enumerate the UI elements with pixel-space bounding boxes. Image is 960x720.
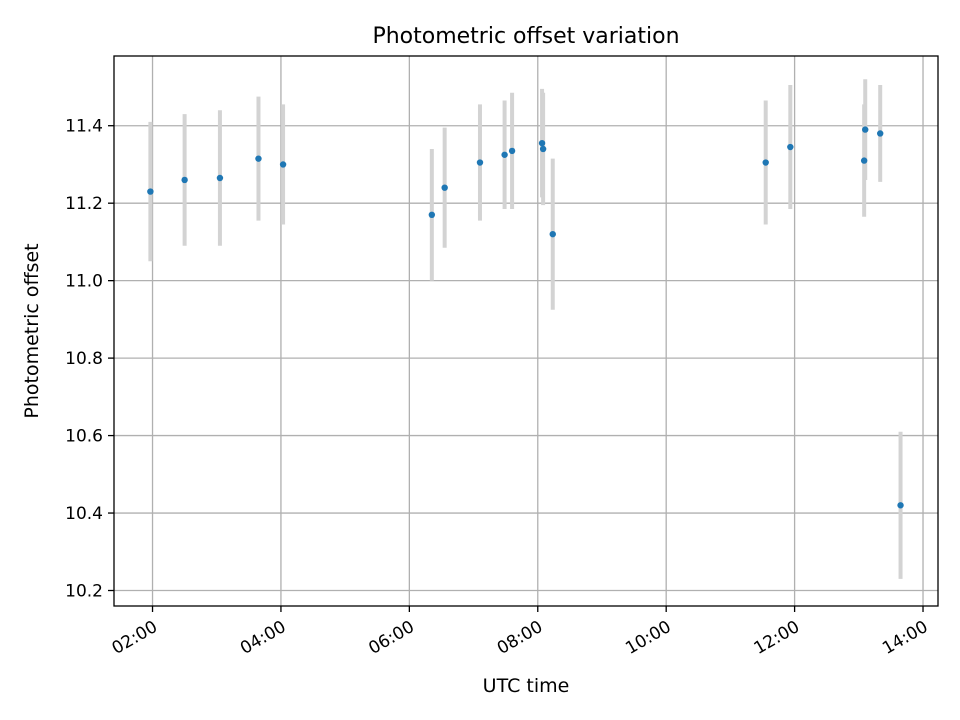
data-point [897, 502, 904, 509]
data-point [508, 147, 516, 155]
y-tick-label: 11.2 [65, 194, 103, 214]
y-axis-label: Photometric offset [21, 243, 43, 418]
data-point [538, 139, 546, 147]
plot-frame [113, 55, 939, 607]
data-point [441, 184, 448, 191]
y-tick-label: 10.6 [65, 427, 103, 447]
data-point [862, 126, 869, 133]
data-point [877, 130, 884, 137]
data-point [549, 230, 556, 238]
data-point [762, 159, 769, 166]
x-axis-label: UTC time [483, 675, 570, 697]
grid [114, 56, 938, 606]
chart-title: Photometric offset variation [372, 24, 679, 49]
data-point [787, 143, 794, 151]
y-tick-label: 10.8 [65, 349, 103, 369]
data-point [539, 145, 547, 153]
data-point [255, 155, 262, 162]
data-point [428, 211, 436, 219]
data-point [147, 188, 154, 195]
data-point [216, 174, 224, 182]
data-point [279, 161, 287, 168]
y-tick-label: 11.4 [65, 117, 103, 137]
y-tick-label: 11.0 [65, 272, 103, 292]
data-point [501, 151, 508, 158]
data-points [147, 126, 904, 509]
data-point [860, 157, 868, 164]
data-point [476, 159, 484, 166]
y-tick-label: 10.4 [65, 504, 103, 524]
y-tick-label: 10.2 [65, 582, 103, 602]
data-point [181, 176, 188, 184]
y-axis-ticks: 10.2 10.4 10.6 10.8 11.0 11.2 11.4 [65, 117, 114, 602]
